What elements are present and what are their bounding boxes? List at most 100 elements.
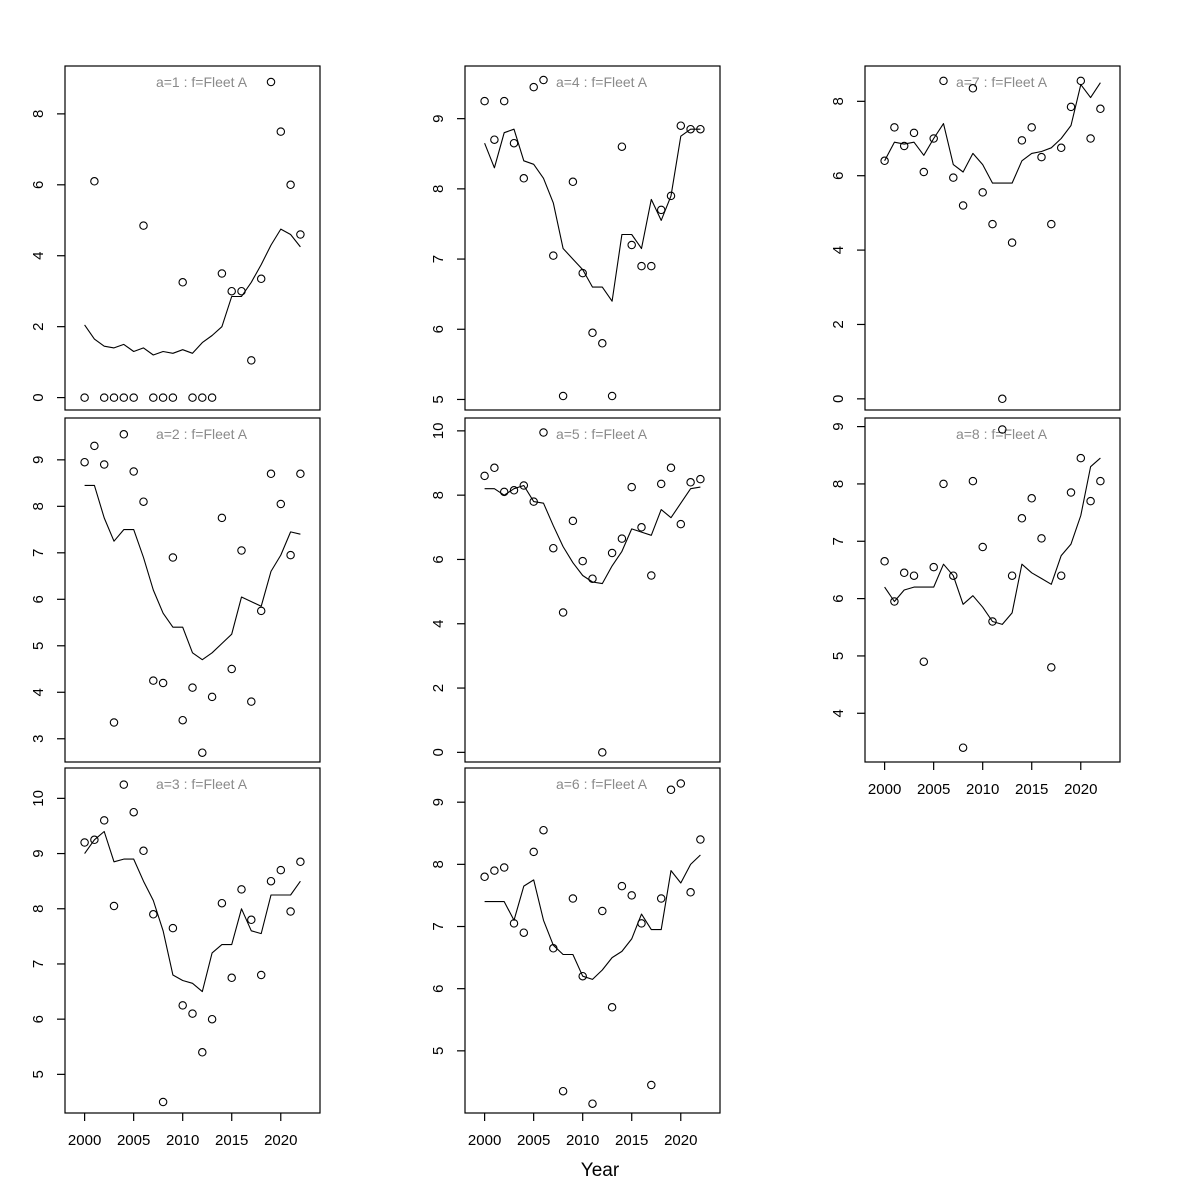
data-point: [998, 394, 1007, 404]
data-point: [568, 516, 578, 526]
data-point: [558, 1086, 568, 1096]
data-point: [480, 471, 489, 481]
y-tick-label: 6: [430, 555, 447, 563]
data-point: [549, 251, 558, 260]
data-point: [490, 463, 499, 473]
data-point: [880, 557, 889, 566]
y-tick-label: 3: [30, 735, 47, 743]
y-tick-label: 8: [430, 860, 447, 868]
fit-line: [884, 82, 1101, 184]
data-point: [919, 167, 929, 177]
data-point: [129, 807, 138, 817]
data-point: [988, 219, 997, 229]
panel-a8: a=8 : f=Fleet A 4 5 6 7 8 9 2000 2005 2010 2015 202…: [830, 417, 1121, 798]
data-point: [139, 497, 148, 506]
y-tick-label: 5: [430, 1047, 447, 1055]
data-point: [549, 543, 558, 553]
data-point: [149, 393, 158, 402]
data-point: [1007, 571, 1017, 580]
data-point: [617, 881, 627, 891]
data-point: [988, 617, 997, 626]
data-point: [256, 606, 266, 616]
data-point: [237, 546, 246, 555]
data-point: [949, 173, 958, 182]
data-point: [168, 553, 178, 562]
data-point: [1017, 514, 1027, 523]
data-point: [296, 469, 305, 479]
data-point: [149, 910, 158, 919]
data-point: [296, 230, 305, 239]
data-point: [588, 328, 597, 338]
data-point: [529, 497, 538, 506]
panel-a6: a=6 : f=Fleet A 5 6 7 8 9 2000 2005 2010 2015 2020: [430, 767, 721, 1149]
x-tick-label: 2015: [215, 1132, 248, 1149]
x-tick-label: 2000: [468, 1132, 501, 1149]
y-tick-label: 9: [830, 422, 847, 430]
data-point: [499, 487, 509, 497]
data-point: [237, 885, 246, 894]
y-tick-label: 0: [430, 748, 447, 756]
data-point: [998, 425, 1007, 434]
data-point: [539, 428, 548, 437]
panel-a2: a=2 : f=Fleet A 3 4 5 6 7 8 9: [30, 417, 321, 763]
data-point: [217, 513, 227, 523]
data-point: [598, 748, 607, 757]
data-point: [949, 571, 958, 580]
panel-border: [64, 417, 321, 763]
data-point: [627, 482, 636, 492]
y-tick-label: 6: [30, 1015, 47, 1023]
data-point: [696, 474, 705, 484]
x-tick-label: 2010: [166, 1132, 199, 1149]
data-point: [627, 240, 636, 250]
y-tick-label: 10: [30, 790, 47, 807]
data-point: [519, 481, 529, 490]
data-point: [99, 816, 109, 825]
y-tick-label: 7: [830, 537, 847, 545]
data-point: [286, 550, 295, 560]
data-point: [217, 269, 227, 278]
y-tick-label: 5: [430, 395, 447, 403]
panel-title: a=7 : f=Fleet A: [956, 74, 1048, 90]
data-point: [539, 825, 548, 835]
panel-border: [464, 767, 721, 1114]
x-tick-label: 2005: [517, 1132, 550, 1149]
data-point: [266, 77, 276, 87]
data-point: [958, 201, 968, 210]
y-tick-label: 4: [30, 688, 47, 696]
x-axis-label: Year: [580, 1160, 620, 1181]
data-point: [978, 188, 987, 197]
data-point: [129, 467, 138, 476]
x-tick-label: 2020: [664, 1132, 697, 1149]
data-point: [656, 205, 666, 215]
y-tick-label: 4: [830, 709, 847, 717]
data-point: [247, 697, 256, 706]
data-point: [247, 915, 256, 925]
x-tick-label: 2020: [1064, 781, 1097, 798]
data-point: [909, 571, 919, 580]
data-point: [99, 393, 109, 402]
data-point: [158, 678, 168, 688]
data-point: [188, 1009, 197, 1018]
data-point: [529, 82, 538, 92]
x-tick-label: 2000: [868, 781, 901, 798]
data-point: [686, 124, 695, 134]
data-point: [80, 457, 89, 467]
panel-title: a=5 : f=Fleet A: [556, 426, 648, 442]
data-point: [198, 1048, 207, 1057]
y-tick-label: 6: [430, 985, 447, 993]
data-point: [899, 141, 909, 151]
panel-border: [864, 417, 1121, 763]
data-point: [99, 460, 109, 469]
data-point: [890, 597, 899, 606]
data-point: [666, 785, 676, 795]
y-tick-label: 9: [430, 114, 447, 122]
data-point: [490, 866, 499, 875]
data-point: [1076, 453, 1086, 463]
data-point: [256, 274, 266, 284]
y-tick-label: 10: [430, 423, 447, 440]
panel-border: [464, 65, 721, 411]
y-tick-label: 5: [30, 642, 47, 650]
x-tick-label: 2000: [68, 1132, 101, 1149]
data-point: [247, 356, 256, 365]
data-point: [656, 894, 666, 903]
